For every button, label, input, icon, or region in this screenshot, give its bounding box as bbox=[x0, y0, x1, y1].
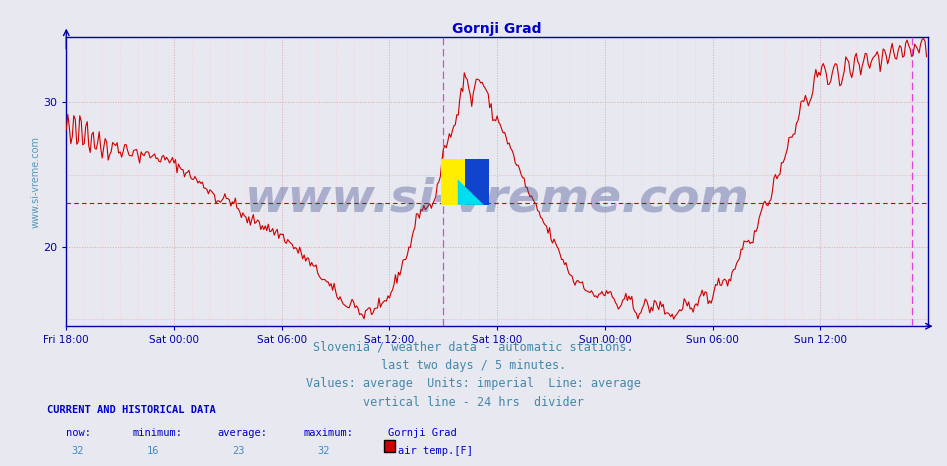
Text: Values: average  Units: imperial  Line: average: Values: average Units: imperial Line: av… bbox=[306, 377, 641, 391]
Polygon shape bbox=[457, 179, 484, 205]
Text: Gornji Grad: Gornji Grad bbox=[388, 428, 457, 438]
Title: Gornji Grad: Gornji Grad bbox=[453, 22, 542, 36]
Text: now:: now: bbox=[66, 428, 91, 438]
Bar bbox=[465, 158, 489, 205]
Text: 32: 32 bbox=[71, 446, 83, 456]
Text: www.si-vreme.com: www.si-vreme.com bbox=[244, 177, 750, 221]
Text: 16: 16 bbox=[147, 446, 159, 456]
Text: 32: 32 bbox=[317, 446, 330, 456]
Text: minimum:: minimum: bbox=[133, 428, 183, 438]
Text: average:: average: bbox=[218, 428, 268, 438]
Text: 23: 23 bbox=[232, 446, 244, 456]
Text: Slovenia / weather data - automatic stations.: Slovenia / weather data - automatic stat… bbox=[313, 340, 634, 353]
Y-axis label: www.si-vreme.com: www.si-vreme.com bbox=[30, 136, 41, 228]
Text: maximum:: maximum: bbox=[303, 428, 353, 438]
Text: vertical line - 24 hrs  divider: vertical line - 24 hrs divider bbox=[363, 396, 584, 409]
Text: CURRENT AND HISTORICAL DATA: CURRENT AND HISTORICAL DATA bbox=[47, 405, 216, 415]
Text: air temp.[F]: air temp.[F] bbox=[398, 446, 473, 456]
Text: last two days / 5 minutes.: last two days / 5 minutes. bbox=[381, 359, 566, 372]
Bar bbox=[441, 158, 465, 205]
